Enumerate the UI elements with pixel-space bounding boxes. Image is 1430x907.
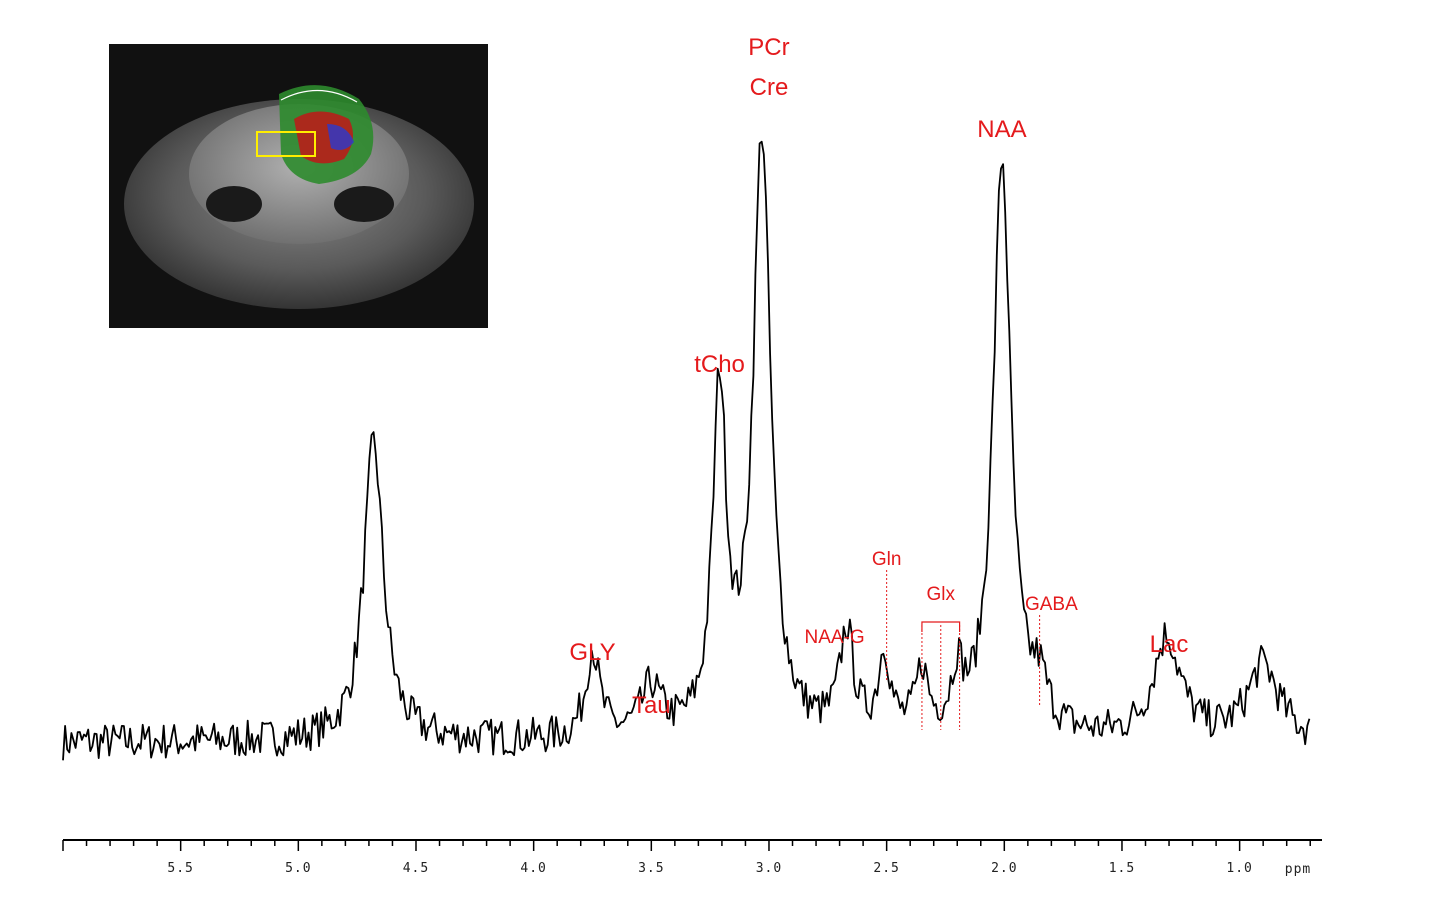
x-axis: 5.5 5.0 4.5 4.0 3.5 3.0 2.5 2.0 1.5 1.0 ppm bbox=[62, 839, 1322, 877]
mri-inset-image bbox=[109, 44, 488, 328]
x-tick-label: 3.0 bbox=[756, 861, 782, 876]
mri-brain-slice bbox=[109, 44, 488, 328]
spectrum-series bbox=[62, 140, 1311, 761]
peak-label-naa: NAA bbox=[977, 116, 1026, 143]
x-axis-unit-label: ppm bbox=[1285, 862, 1311, 877]
x-tick-label: 4.0 bbox=[520, 861, 546, 876]
peak-label-cre: Cre bbox=[750, 74, 789, 101]
peak-annotations: PCr Cre NAA tCho GLY Tau Lac NAA-G Gln Glx GABA bbox=[569, 34, 1188, 719]
atlas-overlay-blue bbox=[327, 124, 354, 150]
x-tick-label: 2.0 bbox=[991, 861, 1017, 876]
voxel-roi-box bbox=[256, 131, 316, 157]
atlas-overlay-red bbox=[294, 111, 353, 164]
x-tick-label: 5.5 bbox=[167, 861, 193, 876]
peak-label-gaba: GABA bbox=[1025, 594, 1078, 615]
x-tick-label: 4.5 bbox=[403, 861, 429, 876]
dark-region-left bbox=[206, 186, 262, 222]
annotation-marker-lines bbox=[886, 570, 1041, 730]
peak-label-lac: Lac bbox=[1150, 631, 1189, 658]
x-tick-label: 1.5 bbox=[1109, 861, 1135, 876]
peak-label-glx: Glx bbox=[927, 584, 956, 605]
peak-label-tau: Tau bbox=[632, 692, 671, 719]
atlas-contour bbox=[280, 89, 358, 103]
peak-label-pcr: PCr bbox=[748, 34, 789, 61]
peak-label-tcho: tCho bbox=[694, 351, 745, 378]
x-tick-label: 5.0 bbox=[285, 861, 311, 876]
peak-label-naa-g: NAA-G bbox=[804, 627, 864, 648]
dark-region-right bbox=[334, 186, 394, 222]
glx-bracket bbox=[921, 621, 961, 632]
x-tick-label: 3.5 bbox=[638, 861, 664, 876]
peak-label-gln: Gln bbox=[872, 549, 902, 570]
spectrum-line bbox=[62, 140, 1311, 761]
peak-label-gly: GLY bbox=[569, 639, 615, 666]
x-tick-label: 1.0 bbox=[1226, 861, 1252, 876]
x-tick-label: 2.5 bbox=[873, 861, 899, 876]
